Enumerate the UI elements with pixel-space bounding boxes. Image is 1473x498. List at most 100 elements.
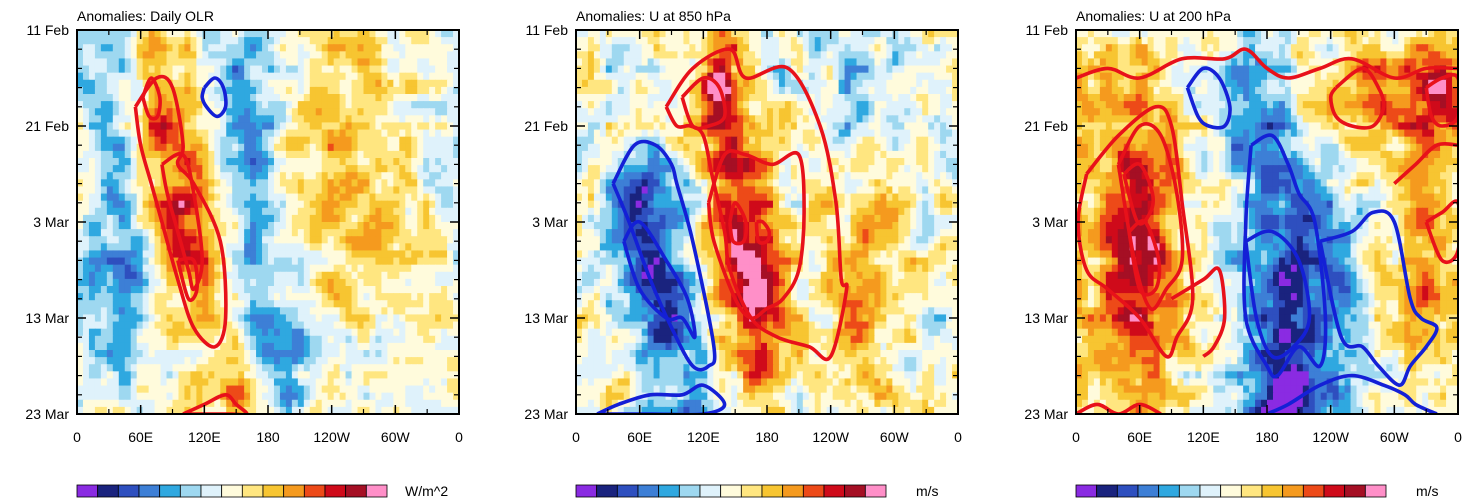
heat-cell: [862, 51, 870, 60]
heat-cell: [160, 264, 168, 273]
heat-cell: [345, 193, 353, 202]
heat-cell: [345, 30, 353, 38]
heat-cell: [273, 136, 281, 145]
heat-cell: [268, 129, 275, 138]
heat-cell: [874, 136, 882, 145]
heat-cell: [214, 243, 221, 252]
heat-cell: [220, 229, 227, 237]
heat-cell: [244, 286, 251, 294]
heat-cell: [166, 186, 174, 195]
heat-cell: [351, 58, 359, 67]
heat-cell: [244, 193, 251, 202]
heat-cell: [874, 58, 882, 67]
heat-cell: [381, 207, 388, 216]
heat-cell: [743, 158, 750, 166]
heat-cell: [946, 136, 953, 145]
heat-cell: [321, 86, 329, 95]
heat-cell: [297, 392, 305, 401]
heat-cell: [435, 58, 442, 67]
heat-cell: [653, 158, 661, 166]
heat-cell: [226, 236, 233, 244]
heat-cell: [435, 30, 442, 38]
heat-cell: [321, 65, 329, 74]
heat-cell: [321, 378, 329, 387]
heat-cell: [291, 321, 299, 330]
heat-cell: [327, 264, 335, 273]
heat-cell: [142, 236, 150, 244]
heat-cell: [154, 278, 162, 287]
heat-cell: [297, 271, 305, 280]
heat-cell: [874, 101, 882, 109]
heat-cell: [832, 44, 840, 52]
heat-cell: [345, 293, 353, 301]
heat-cell: [172, 65, 180, 74]
heat-cell: [850, 143, 858, 152]
heat-cell: [832, 172, 840, 180]
heat-cell: [435, 264, 442, 273]
heat-cell: [82, 143, 90, 152]
heat-cell: [593, 86, 601, 95]
heat-cell: [214, 222, 221, 230]
heat-cell: [880, 150, 887, 159]
heat-cell: [453, 172, 460, 180]
heat-cell: [435, 165, 442, 173]
heat-cell: [130, 250, 138, 259]
heat-cell: [124, 229, 132, 237]
heat-cell: [166, 300, 174, 308]
heat-cell: [387, 214, 394, 223]
heat-cell: [142, 214, 150, 223]
heat-cell: [303, 300, 311, 308]
heat-cell: [814, 44, 822, 52]
heat-cell: [411, 229, 418, 237]
heat-cell: [327, 72, 335, 81]
heat-cell: [731, 101, 738, 109]
heat-cell: [333, 129, 341, 138]
heat-cell: [256, 236, 263, 244]
heat-cell: [351, 108, 359, 116]
heat-cell: [772, 65, 780, 74]
heat-cell: [737, 30, 744, 38]
heat-cell: [689, 86, 696, 95]
heat-cell: [166, 328, 174, 337]
heat-cell: [453, 321, 460, 330]
heat-cell: [321, 158, 329, 166]
heat-cell: [363, 371, 371, 380]
heat-cell: [297, 86, 305, 95]
heat-cell: [755, 108, 762, 116]
heat-cell: [363, 335, 371, 344]
heat-cell: [946, 86, 953, 95]
heat-cell: [393, 186, 400, 195]
heat-cell: [333, 165, 341, 173]
heat-cell: [647, 186, 655, 195]
heat-cell: [447, 72, 454, 81]
heat-cell: [136, 58, 144, 67]
heat-cell: [447, 264, 454, 273]
heat-cell: [262, 143, 269, 152]
heat-cell: [327, 364, 335, 372]
heat-cell: [94, 94, 102, 102]
heat-cell: [689, 30, 696, 38]
heat-cell: [166, 143, 174, 152]
colorbar-swatch: [159, 484, 181, 498]
heat-cell: [100, 300, 108, 308]
heat-cell: [934, 58, 941, 67]
heat-cell: [345, 307, 353, 316]
heat-cell: [166, 350, 174, 358]
heat-cell: [106, 165, 114, 173]
heat-cell: [142, 72, 150, 81]
heat-cell: [309, 364, 317, 372]
heat-cell: [256, 300, 263, 308]
heat-cell: [291, 165, 299, 173]
heat-cell: [695, 108, 702, 116]
heat-cell: [172, 143, 180, 152]
heat-cell: [707, 129, 714, 138]
heat-cell: [629, 115, 637, 124]
heat-cell: [279, 129, 287, 138]
heat-cell: [190, 364, 197, 372]
heat-cell: [868, 143, 876, 152]
heat-cell: [940, 44, 947, 52]
heat-cell: [321, 286, 329, 294]
heat-cell: [148, 300, 156, 308]
heat-cell: [647, 94, 655, 102]
heat-cell: [112, 406, 120, 415]
